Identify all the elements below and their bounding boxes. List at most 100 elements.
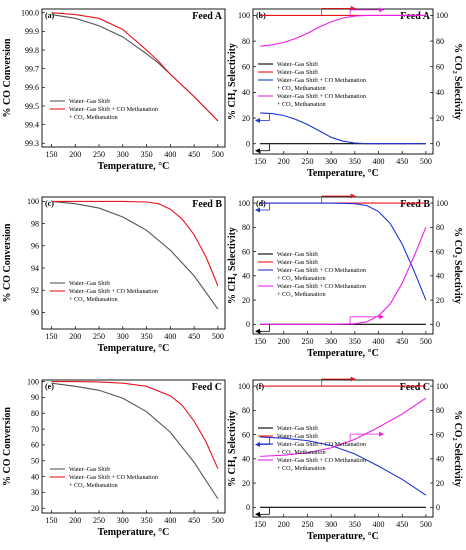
feed-label: Feed A: [400, 11, 430, 22]
x-tick-label: 300: [117, 516, 129, 525]
y2-tick-label: 60: [436, 247, 444, 256]
axis-arrow-head: [379, 431, 385, 437]
x-tick-label: 150: [46, 516, 58, 525]
y2-tick-label: 40: [436, 455, 444, 464]
x-tick-label: 450: [396, 520, 408, 529]
feed-label: Feed C: [400, 382, 430, 393]
series-line-magenta: [260, 397, 427, 457]
y-tick-label: 60: [31, 441, 39, 450]
series-line-magenta: [260, 14, 426, 47]
y-tick-label: 99.9: [25, 27, 39, 36]
plot-frame: [41, 379, 226, 514]
x-tick-label: 450: [396, 157, 408, 166]
y2-tick-label: 0: [436, 320, 440, 329]
legend-entry: + CO₂ Methanation: [69, 482, 118, 489]
x-tick-label: 200: [278, 157, 290, 166]
x-tick-label: 350: [141, 150, 153, 159]
legend-entry: Water–Gas Shift + CO Methanation: [277, 283, 366, 290]
y2-tick-label: 60: [436, 63, 444, 72]
y-tick-label: 80: [31, 409, 39, 418]
legend-entry: Water–Gas Shift: [69, 280, 110, 287]
x-tick-label: 500: [212, 150, 224, 159]
x-tick-label: 450: [188, 516, 200, 525]
x-tick-label: 200: [69, 332, 81, 341]
x-tick-label: 500: [420, 520, 432, 529]
x-tick-label: 350: [349, 157, 361, 166]
series-line-gray: [51, 382, 219, 500]
y-tick-label: 100: [238, 382, 250, 391]
x-tick-label: 200: [69, 516, 81, 525]
panel-tag: (e): [45, 382, 54, 391]
feed-label: Feed B: [400, 199, 430, 210]
y-tick-label: 50: [31, 457, 39, 466]
legend-entry: Water–Gas Shift + CO Methanation: [69, 106, 158, 113]
y2-tick-label: 40: [436, 272, 444, 281]
series-line-red: [51, 12, 219, 122]
y-tick-label: 60: [242, 63, 250, 72]
x-tick-label: 500: [212, 516, 224, 525]
axis-arrow-head: [350, 193, 356, 199]
y2-tick-label: 0: [436, 140, 440, 149]
legend-entry: Water–Gas Shift + CO Methanation: [277, 93, 366, 100]
legend-entry: + CO₂ Methanation: [277, 101, 326, 108]
series-line-blue: [260, 112, 426, 145]
x-tick-label: 500: [420, 157, 432, 166]
x-tick-label: 300: [325, 337, 337, 346]
x-tick-label: 400: [164, 150, 176, 159]
y-axis-label: % CH₄ Selectivity: [227, 227, 238, 304]
legend-entry: + CO₂ Methanation: [277, 449, 326, 456]
y-tick-label: 100: [27, 377, 39, 386]
y-tick-label: 40: [31, 472, 39, 481]
x-tick-label: 350: [141, 332, 153, 341]
x-tick-label: 350: [349, 337, 361, 346]
y-tick-label: 99.4: [25, 120, 39, 129]
axis-arrow-head: [255, 117, 260, 123]
x-axis-label: Temperature, °C: [98, 161, 170, 172]
y2-axis-label: % CO₂ Selectivity: [452, 43, 463, 120]
x-axis-label: Temperature, °C: [98, 343, 170, 354]
y-tick-label: 92: [31, 286, 39, 295]
axis-arrow-head: [379, 314, 385, 320]
feed-label: Feed A: [192, 11, 222, 22]
y-tick-label: 30: [31, 488, 39, 497]
y-tick-label: 90: [31, 393, 39, 402]
y-tick-label: 20: [242, 114, 250, 123]
y-tick-label: 0: [246, 503, 250, 512]
y-tick-label: 20: [31, 504, 39, 513]
x-tick-label: 450: [188, 332, 200, 341]
y-tick-label: 80: [242, 37, 250, 46]
x-tick-label: 200: [278, 520, 290, 529]
y-tick-label: 60: [242, 430, 250, 439]
x-tick-label: 500: [212, 332, 224, 341]
y-axis-label: % CO Conversion: [2, 407, 13, 486]
series-line-magenta: [260, 227, 427, 325]
y-tick-label: 96: [31, 242, 39, 251]
legend-entry: + CO₂ Methanation: [69, 296, 118, 303]
legend-entry: Water–Gas Shift: [69, 98, 110, 105]
legend-entry: Water–Gas Shift: [277, 425, 318, 432]
x-tick-label: 300: [117, 332, 129, 341]
legend-entry: Water–Gas Shift: [277, 433, 318, 440]
plot-frame: [41, 8, 226, 148]
panel-d: 150 200 250 300 350 400 450 500 0 20 40 60 80 100 0 20 4…: [227, 193, 463, 359]
x-tick-label: 400: [164, 332, 176, 341]
panel-tag: (c): [45, 199, 54, 208]
legend-entry: Water–Gas Shift: [277, 251, 318, 258]
legend-entry: Water–Gas Shift + CO Methanation: [277, 267, 366, 274]
y-tick-label: 90: [31, 308, 39, 317]
series-line-red: [51, 200, 219, 286]
y-tick-label: 99.6: [25, 83, 39, 92]
x-tick-label: 400: [164, 516, 176, 525]
x-tick-label: 250: [93, 150, 105, 159]
y2-tick-label: 100: [436, 199, 448, 208]
legend-entry: Water–Gas Shift: [69, 466, 110, 473]
plot-frame: [252, 196, 434, 335]
y2-tick-label: 100: [436, 382, 448, 391]
y2-tick-label: 60: [436, 430, 444, 439]
x-tick-label: 400: [373, 337, 385, 346]
